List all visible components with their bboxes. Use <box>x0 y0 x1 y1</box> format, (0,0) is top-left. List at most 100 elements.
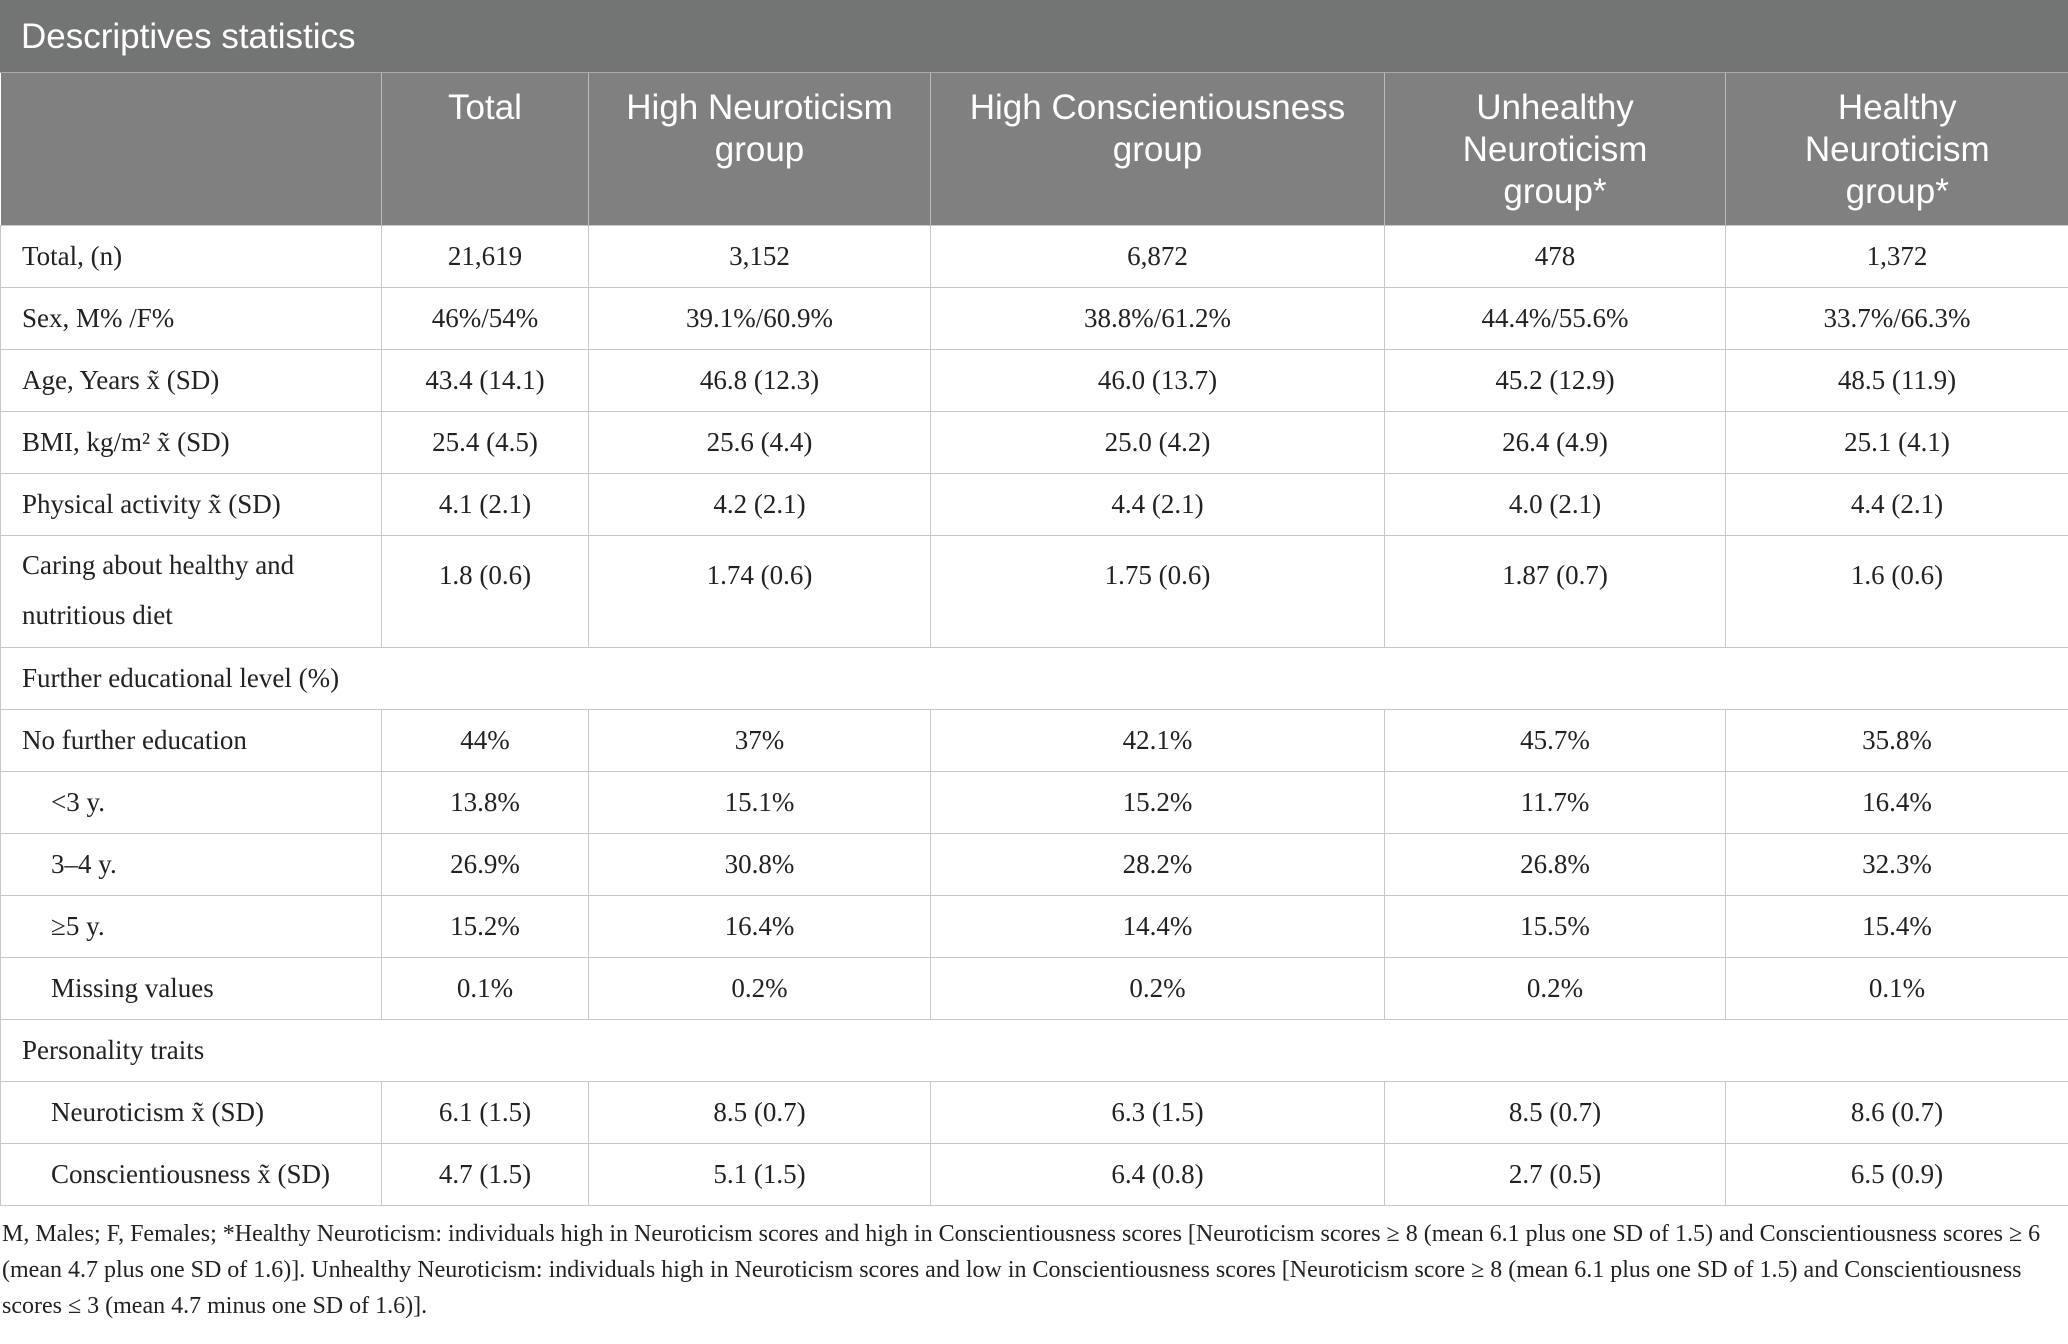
cell: 1,372 <box>1725 224 2068 288</box>
row-label: Sex, M% /F% <box>0 286 382 350</box>
table-row: Physical activity x̃ (SD) 4.1 (2.1) 4.2 (2… <box>0 472 2068 536</box>
cell: 44% <box>381 708 589 772</box>
cell: 21,619 <box>381 224 589 288</box>
cell: 6.5 (0.9) <box>1725 1142 2068 1206</box>
cell: 8.5 (0.7) <box>1384 1080 1726 1144</box>
cell: 45.2 (12.9) <box>1384 348 1726 412</box>
cell: 48.5 (11.9) <box>1725 348 2068 412</box>
cell: 25.6 (4.4) <box>588 410 931 474</box>
row-label: Neuroticism x̃ (SD) <box>0 1080 382 1144</box>
cell: 1.6 (0.6) <box>1725 534 2068 648</box>
cell: 33.7%/66.3% <box>1725 286 2068 350</box>
cell: 15.4% <box>1725 894 2068 958</box>
cell: 4.4 (2.1) <box>1725 472 2068 536</box>
column-header: Unhealthy Neuroticism group* <box>1384 73 1726 225</box>
footnote: M, Males; F, Females; *Healthy Neurotici… <box>2 1220 2041 1319</box>
cell: 0.1% <box>381 956 589 1020</box>
cell: 0.2% <box>930 956 1385 1020</box>
cell: 25.1 (4.1) <box>1725 410 2068 474</box>
cell: 15.2% <box>930 770 1385 834</box>
cell: 1.74 (0.6) <box>588 534 931 648</box>
cell: 13.8% <box>381 770 589 834</box>
table-body: Total, (n) 21,619 3,152 6,872 478 1,372 Sex, M… <box>0 224 2068 1206</box>
table-row: Caring about healthy and nutritious diet… <box>0 534 2068 648</box>
cell: 15.5% <box>1384 894 1726 958</box>
cell: 30.8% <box>588 832 931 896</box>
cell: 42.1% <box>930 708 1385 772</box>
column-header: High Conscientiousness group <box>930 73 1385 225</box>
cell: 0.2% <box>588 956 931 1020</box>
cell: 1.87 (0.7) <box>1384 534 1726 648</box>
section-heading: Further educational level (%) <box>0 646 2068 710</box>
section-row: Personality traits <box>0 1018 2068 1082</box>
cell: 46%/54% <box>381 286 589 350</box>
cell: 44.4%/55.6% <box>1384 286 1726 350</box>
table-row: BMI, kg/m² x̃ (SD) 25.4 (4.5) 25.6 (4.4) 25… <box>0 410 2068 474</box>
cell: 1.75 (0.6) <box>930 534 1385 648</box>
table-row: <3 y. 13.8% 15.1% 15.2% 11.7% 16.4% <box>0 770 2068 834</box>
table-row: Sex, M% /F% 46%/54% 39.1%/60.9% 38.8%/61.2%… <box>0 286 2068 350</box>
table-row: Age, Years x̃ (SD) 43.4 (14.1) 46.8 (12.3)… <box>0 348 2068 412</box>
cell: 15.1% <box>588 770 931 834</box>
table-row: Neuroticism x̃ (SD) 6.1 (1.5) 8.5 (0.7) 6.3… <box>0 1080 2068 1144</box>
row-label: Missing values <box>0 956 382 1020</box>
table-title: Descriptives statistics <box>0 0 2068 73</box>
table-row: Conscientiousness x̃ (SD) 4.7 (1.5) 5.1 (1… <box>0 1142 2068 1206</box>
column-header: Total <box>381 73 589 225</box>
cell: 2.7 (0.5) <box>1384 1142 1726 1206</box>
section-row: Further educational level (%) <box>0 646 2068 710</box>
cell: 11.7% <box>1384 770 1726 834</box>
cell: 32.3% <box>1725 832 2068 896</box>
cell: 6,872 <box>930 224 1385 288</box>
cell: 0.1% <box>1725 956 2068 1020</box>
cell: 4.0 (2.1) <box>1384 472 1726 536</box>
cell: 478 <box>1384 224 1726 288</box>
row-label: Total, (n) <box>0 224 382 288</box>
column-header: Healthy Neuroticism group* <box>1725 73 2068 225</box>
cell: 45.7% <box>1384 708 1726 772</box>
cell: 4.4 (2.1) <box>930 472 1385 536</box>
row-label: Conscientiousness x̃ (SD) <box>0 1142 382 1206</box>
table-row: ≥5 y. 15.2% 16.4% 14.4% 15.5% 15.4% <box>0 894 2068 958</box>
cell: 35.8% <box>1725 708 2068 772</box>
table-row: No further education 44% 37% 42.1% 45.7% 35.8… <box>0 708 2068 772</box>
row-label: Age, Years x̃ (SD) <box>0 348 382 412</box>
cell: 46.0 (13.7) <box>930 348 1385 412</box>
cell: 28.2% <box>930 832 1385 896</box>
cell: 15.2% <box>381 894 589 958</box>
cell: 25.4 (4.5) <box>381 410 589 474</box>
table-row: 3–4 y. 26.9% 30.8% 28.2% 26.8% 32.3% <box>0 832 2068 896</box>
cell: 16.4% <box>1725 770 2068 834</box>
cell: 39.1%/60.9% <box>588 286 931 350</box>
cell: 38.8%/61.2% <box>930 286 1385 350</box>
cell: 46.8 (12.3) <box>588 348 931 412</box>
column-header: High Neuroticism group <box>588 73 931 225</box>
cell: 26.9% <box>381 832 589 896</box>
cell: 3,152 <box>588 224 931 288</box>
cell: 8.5 (0.7) <box>588 1080 931 1144</box>
table-row: Missing values 0.1% 0.2% 0.2% 0.2% 0.1% <box>0 956 2068 1020</box>
cell: 4.1 (2.1) <box>381 472 589 536</box>
row-label: BMI, kg/m² x̃ (SD) <box>0 410 382 474</box>
cell: 4.7 (1.5) <box>381 1142 589 1206</box>
row-label: No further education <box>0 708 382 772</box>
row-label: Caring about healthy and nutritious diet <box>0 534 382 648</box>
cell: 37% <box>588 708 931 772</box>
cell: 0.2% <box>1384 956 1726 1020</box>
cell: 26.8% <box>1384 832 1726 896</box>
cell: 1.8 (0.6) <box>381 534 589 648</box>
section-heading: Personality traits <box>0 1018 2068 1082</box>
cell: 4.2 (2.1) <box>588 472 931 536</box>
table-row: Total, (n) 21,619 3,152 6,872 478 1,372 <box>0 224 2068 288</box>
row-label: 3–4 y. <box>0 832 382 896</box>
cell: 43.4 (14.1) <box>381 348 589 412</box>
cell: 16.4% <box>588 894 931 958</box>
cell: 6.3 (1.5) <box>930 1080 1385 1144</box>
cell: 6.1 (1.5) <box>381 1080 589 1144</box>
row-label: Physical activity x̃ (SD) <box>0 472 382 536</box>
header-corner <box>0 73 382 225</box>
row-label: <3 y. <box>0 770 382 834</box>
cell: 8.6 (0.7) <box>1725 1080 2068 1144</box>
cell: 5.1 (1.5) <box>588 1142 931 1206</box>
